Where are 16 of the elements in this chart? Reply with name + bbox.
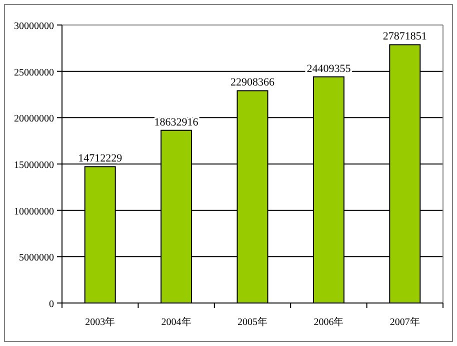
y-tick-label: 5000000 [19,252,54,264]
data-label: 14712229 [78,152,123,165]
y-tick-label: 15000000 [14,160,54,171]
y-tick-label: 25000000 [14,67,54,78]
y-tick-label: 10000000 [14,206,54,218]
data-label: 27871851 [382,30,427,43]
data-label: 18632916 [154,116,199,128]
y-tick-label: 30000000 [14,21,54,32]
x-tick-label: 2005年 [238,316,268,328]
x-tick-label: 2003年 [85,316,116,328]
x-tick-label: 2004年 [161,316,192,328]
y-tick-label: 20000000 [14,114,54,125]
y-tick-label: 0 [49,299,54,310]
data-label: 22908366 [230,76,275,89]
x-tick-label: 2006年 [314,316,344,328]
x-tick-label: 2007年 [390,316,420,328]
